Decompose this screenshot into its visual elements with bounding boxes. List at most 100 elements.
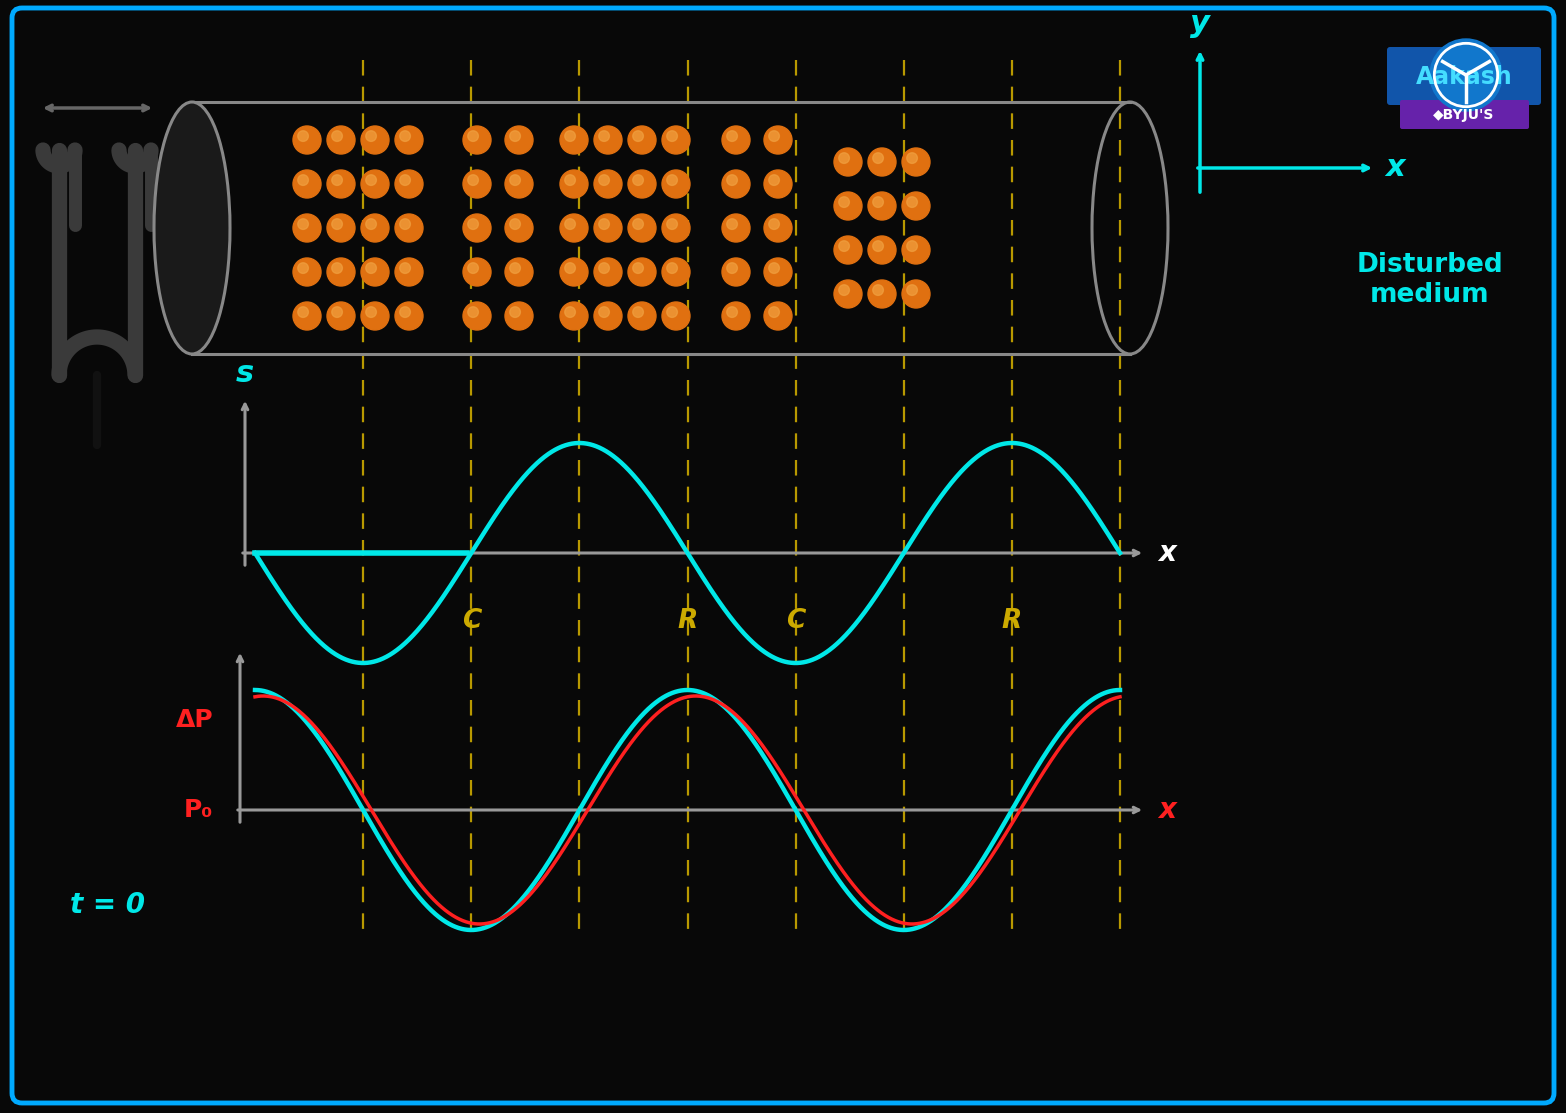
Circle shape	[835, 193, 861, 220]
Circle shape	[332, 219, 343, 229]
Circle shape	[332, 175, 343, 186]
Circle shape	[633, 175, 644, 186]
Circle shape	[504, 126, 532, 154]
Text: Aakash: Aakash	[1416, 65, 1513, 89]
Circle shape	[366, 175, 376, 186]
Text: ◆BYJU'S: ◆BYJU'S	[1433, 108, 1494, 122]
Circle shape	[511, 219, 520, 229]
Circle shape	[327, 258, 355, 286]
Circle shape	[727, 307, 738, 317]
Text: s: s	[236, 359, 254, 388]
Circle shape	[298, 263, 309, 274]
Circle shape	[667, 130, 678, 141]
Circle shape	[594, 170, 622, 198]
Circle shape	[835, 148, 861, 176]
Circle shape	[565, 130, 575, 141]
Circle shape	[598, 175, 609, 186]
Circle shape	[727, 175, 738, 186]
Circle shape	[598, 263, 609, 274]
Circle shape	[464, 170, 492, 198]
Circle shape	[769, 219, 780, 229]
Circle shape	[628, 302, 656, 329]
Circle shape	[395, 258, 423, 286]
Circle shape	[468, 130, 478, 141]
Circle shape	[598, 130, 609, 141]
Circle shape	[504, 302, 532, 329]
Circle shape	[628, 214, 656, 242]
Circle shape	[504, 214, 532, 242]
Circle shape	[565, 263, 575, 274]
Circle shape	[561, 126, 587, 154]
Circle shape	[464, 214, 492, 242]
Circle shape	[293, 170, 321, 198]
Circle shape	[298, 175, 309, 186]
Circle shape	[628, 258, 656, 286]
Circle shape	[722, 126, 750, 154]
Circle shape	[902, 193, 930, 220]
Circle shape	[722, 258, 750, 286]
Circle shape	[399, 219, 410, 229]
Circle shape	[907, 197, 918, 207]
Circle shape	[769, 175, 780, 186]
Text: x: x	[1384, 154, 1405, 183]
Circle shape	[868, 148, 896, 176]
Circle shape	[293, 214, 321, 242]
Circle shape	[907, 152, 918, 164]
Circle shape	[598, 307, 609, 317]
Circle shape	[769, 263, 780, 274]
Circle shape	[835, 236, 861, 264]
Circle shape	[293, 258, 321, 286]
Circle shape	[399, 307, 410, 317]
Circle shape	[594, 214, 622, 242]
Circle shape	[511, 263, 520, 274]
Circle shape	[366, 219, 376, 229]
Circle shape	[298, 219, 309, 229]
Circle shape	[628, 170, 656, 198]
Circle shape	[468, 175, 478, 186]
Circle shape	[722, 170, 750, 198]
Circle shape	[835, 280, 861, 308]
Circle shape	[594, 302, 622, 329]
Text: x: x	[1157, 796, 1176, 824]
Circle shape	[662, 302, 691, 329]
Circle shape	[399, 263, 410, 274]
Circle shape	[362, 126, 388, 154]
Circle shape	[868, 280, 896, 308]
Circle shape	[764, 258, 792, 286]
Circle shape	[366, 263, 376, 274]
Circle shape	[561, 214, 587, 242]
Circle shape	[511, 175, 520, 186]
FancyBboxPatch shape	[1387, 47, 1541, 105]
Circle shape	[839, 152, 849, 164]
Circle shape	[769, 307, 780, 317]
Text: C: C	[462, 608, 481, 634]
Circle shape	[769, 130, 780, 141]
Circle shape	[722, 302, 750, 329]
Circle shape	[399, 175, 410, 186]
Circle shape	[561, 258, 587, 286]
Circle shape	[399, 130, 410, 141]
Circle shape	[667, 175, 678, 186]
Circle shape	[464, 302, 492, 329]
Text: x: x	[1157, 539, 1176, 567]
Circle shape	[468, 219, 478, 229]
Circle shape	[667, 263, 678, 274]
Circle shape	[633, 307, 644, 317]
Text: ΔP: ΔP	[177, 708, 215, 732]
Circle shape	[293, 126, 321, 154]
Circle shape	[1430, 39, 1502, 111]
Circle shape	[332, 263, 343, 274]
Circle shape	[907, 285, 918, 295]
Text: t = 0: t = 0	[70, 892, 146, 919]
Circle shape	[872, 240, 883, 252]
Circle shape	[839, 285, 849, 295]
Circle shape	[468, 307, 478, 317]
Ellipse shape	[153, 102, 230, 354]
Text: R: R	[678, 608, 697, 634]
Circle shape	[628, 126, 656, 154]
Text: C: C	[786, 608, 805, 634]
Circle shape	[868, 236, 896, 264]
Circle shape	[633, 219, 644, 229]
Circle shape	[561, 302, 587, 329]
Circle shape	[839, 197, 849, 207]
